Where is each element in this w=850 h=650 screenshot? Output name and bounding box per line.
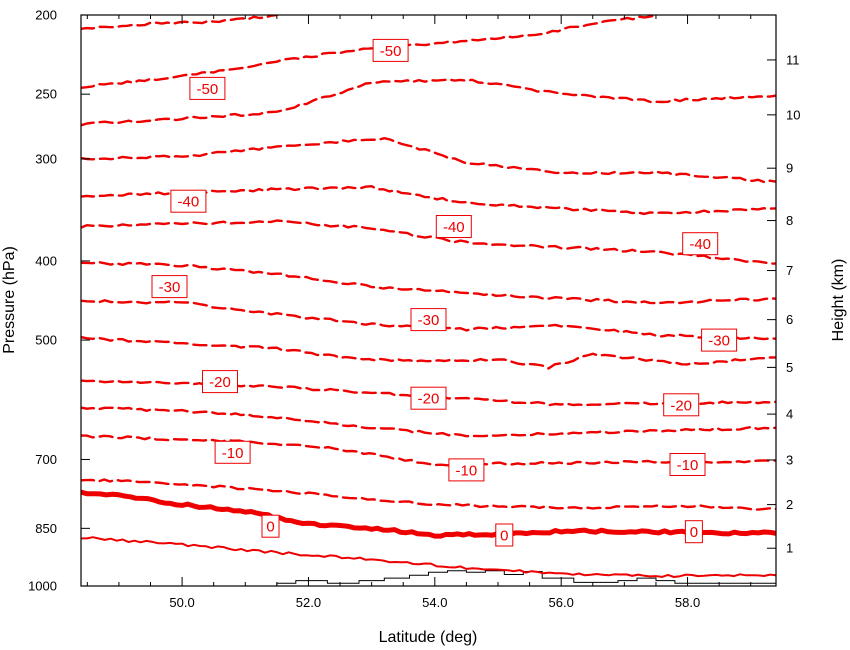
terrain-line [81, 570, 776, 586]
contour-labels: -50 -50 -40 -40 -40 -30 -30 -30 -20 -20 -20 -10 -10 -… [151, 38, 738, 547]
contour-line [81, 137, 776, 184]
contour-label-box [410, 386, 447, 410]
y2-tick-label: 10 [786, 107, 800, 122]
y2-tick-label: 4 [786, 407, 793, 422]
contour-label: -10 [222, 445, 244, 462]
y-tick-label: 700 [35, 452, 57, 467]
contour-label-box [202, 370, 238, 394]
contour-label-box [170, 189, 207, 213]
x-tick-label: 54.0 [422, 595, 447, 610]
contour-label: -40 [443, 219, 465, 236]
contour-line [81, 478, 776, 511]
contour-line [81, 78, 776, 127]
contour-label: -30 [418, 312, 440, 329]
y-tick-label: 200 [35, 8, 57, 23]
contour-label: 0 [690, 524, 698, 541]
y-tick-label: 250 [35, 87, 57, 102]
x-tick-label: 50.0 [169, 595, 194, 610]
contour-label-box [495, 523, 514, 547]
contour-label-box [261, 514, 280, 538]
contour-label: -20 [209, 374, 231, 391]
contour-label-box [189, 76, 226, 100]
contour-line [81, 219, 776, 265]
y2-tick-label: 8 [786, 213, 793, 228]
contour-line [81, 15, 279, 30]
contour-label: 0 [500, 528, 508, 545]
terrain-outline [81, 570, 776, 586]
contour-label: -10 [677, 457, 699, 474]
plot-frame [80, 14, 777, 587]
x-tick-label: 52.0 [296, 595, 321, 610]
contour-label-box [435, 215, 472, 238]
contour-label-box [410, 308, 447, 332]
contour-label: -10 [456, 462, 478, 479]
contour-label-box [701, 328, 738, 352]
y2-tick-label: 5 [786, 360, 793, 375]
x-tick-label: 56.0 [549, 595, 574, 610]
x-axis: 50.0 52.0 54.0 56.0 58.0 [86, 15, 752, 610]
y2-tick-label: 2 [786, 497, 793, 512]
contour-label: -30 [159, 279, 181, 296]
y2-tick-label: 1 [786, 541, 793, 556]
contour-label-box [151, 275, 188, 299]
contour-label-box [669, 453, 706, 476]
contour-label: -20 [670, 397, 692, 414]
y-axis-title: Pressure (hPa) [1, 246, 18, 354]
contour-label: -40 [178, 194, 200, 211]
contour-label: -50 [380, 43, 402, 60]
contour-label: -20 [418, 391, 440, 408]
contour-label-box [372, 38, 409, 62]
y2-axis-title: Height (km) [830, 259, 847, 342]
contour-line [81, 260, 776, 305]
y-tick-label: 1000 [28, 579, 57, 594]
y2-tick-label: 9 [786, 161, 793, 176]
y-tick-label: 500 [35, 333, 57, 348]
y-tick-label: 850 [35, 521, 57, 536]
contour-label: -40 [689, 236, 711, 253]
contour-line [81, 489, 776, 539]
y-axis-height: 1 2 3 4 5 6 7 8 9 10 11 [767, 52, 800, 556]
y2-tick-label: 7 [786, 263, 793, 278]
contour-label-box [448, 458, 485, 482]
contour-line [81, 15, 658, 89]
contour-line [81, 434, 776, 467]
contour-label-box [214, 440, 251, 464]
y2-tick-label: 6 [786, 312, 793, 327]
y-tick-label: 400 [35, 253, 57, 268]
x-axis-title: Latitude (deg) [379, 629, 478, 646]
y-axis-pressure: 1000 850 700 500 400 300 250 200 [28, 8, 90, 594]
contour-label: 0 [266, 519, 274, 536]
y2-tick-label: 3 [786, 452, 793, 467]
contour-label: -30 [708, 333, 730, 350]
contour-line [81, 536, 776, 578]
contour-label-box [684, 520, 703, 544]
contour-line [81, 335, 776, 370]
contour-label-box [663, 393, 700, 417]
contour-line [81, 406, 776, 438]
contour-label: -50 [197, 81, 219, 98]
y-tick-label: 300 [35, 151, 57, 166]
contour-label-box [682, 232, 719, 256]
x-tick-label: 58.0 [675, 595, 700, 610]
y2-tick-label: 11 [786, 52, 800, 67]
